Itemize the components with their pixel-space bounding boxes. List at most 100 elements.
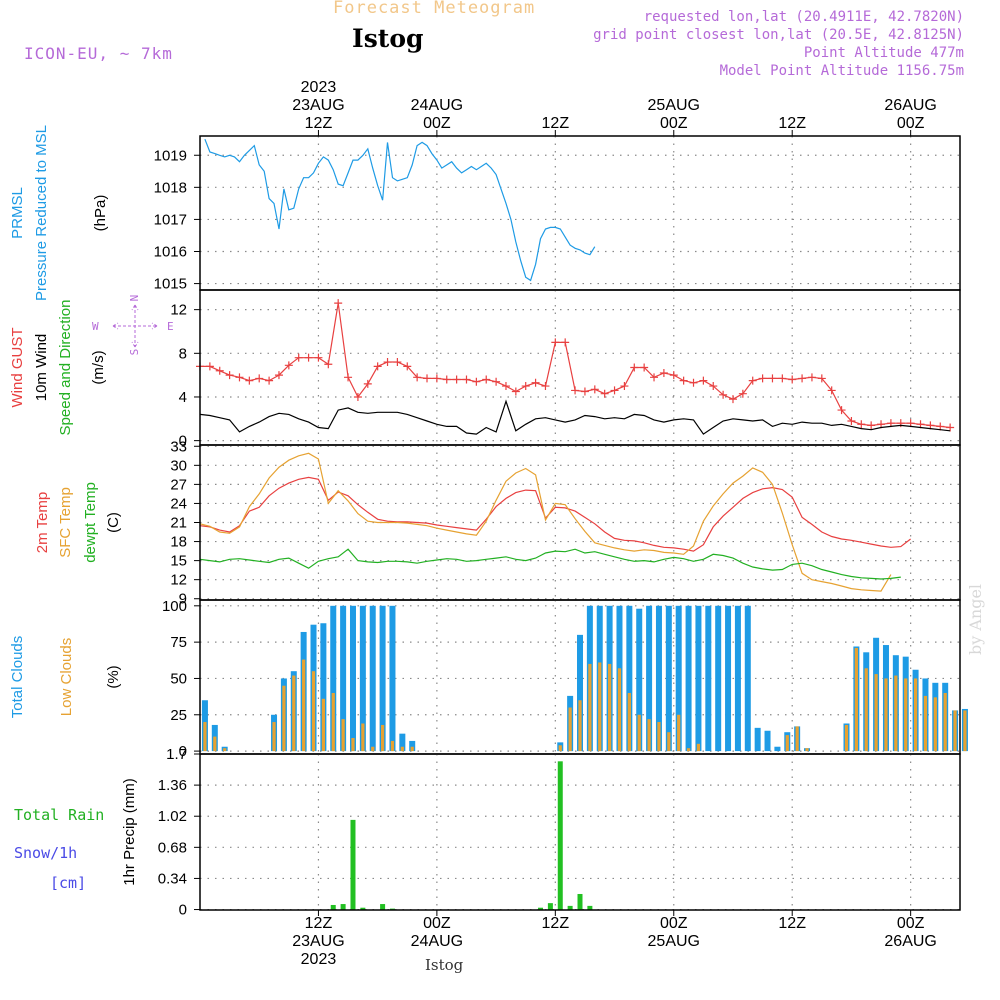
bar-total-clouds — [705, 605, 712, 752]
gust-marker — [413, 373, 422, 382]
y-tick-label: 25 — [170, 707, 187, 724]
bar-total-rain — [360, 907, 366, 910]
axis-title: (hPa) — [92, 195, 109, 232]
series-line — [200, 303, 951, 429]
gust-marker — [363, 379, 372, 388]
panel-frame — [199, 135, 961, 291]
gust-marker — [847, 416, 856, 425]
time-label-bottom: 12Z — [542, 915, 570, 932]
bar-total-rain — [389, 908, 395, 910]
gust-marker — [265, 376, 274, 385]
gust-marker — [314, 353, 323, 362]
gust-marker — [669, 371, 678, 380]
series-line — [204, 138, 596, 282]
time-label-bottom: 26AUG — [884, 933, 936, 950]
gust-marker — [452, 375, 461, 384]
time-label-top: 24AUG — [411, 97, 463, 114]
precip-legend-label: Total Rain — [14, 806, 104, 824]
bottom-station-label: Istog — [425, 956, 464, 974]
y-tick-label: 1.7 — [166, 746, 187, 763]
bar-low-clouds — [371, 746, 375, 752]
y-tick-label: 8 — [179, 345, 187, 362]
gust-marker — [541, 382, 550, 391]
y-tick-label: 1019 — [154, 147, 187, 164]
bar-total-clouds — [685, 605, 692, 752]
gridpoint-coordinates: grid point closest lon,lat (20.5E, 42.81… — [593, 27, 964, 43]
precip-legend-label: [cm] — [50, 874, 86, 892]
gust-marker — [432, 374, 441, 383]
gust-marker — [600, 389, 609, 398]
time-label-top: 12Z — [305, 115, 333, 132]
gust-marker — [274, 371, 283, 380]
time-label-bottom: 23AUG — [292, 933, 344, 950]
bar-low-clouds — [400, 746, 404, 752]
axis-title: 10m Wind — [33, 334, 50, 402]
gust-marker — [758, 374, 767, 383]
bar-low-clouds — [331, 692, 335, 752]
gust-marker — [462, 375, 471, 384]
gust-marker — [472, 377, 481, 386]
y-tick-label: 1015 — [154, 276, 187, 293]
bar-low-clouds — [874, 674, 878, 752]
axis-title: (m/s) — [90, 350, 107, 384]
gust-marker — [630, 363, 639, 372]
time-label-top: 2023 — [301, 79, 337, 96]
time-label-top: 00Z — [660, 115, 688, 132]
gust-marker — [334, 299, 343, 308]
gust-marker — [807, 373, 816, 382]
model-altitude: Model Point Altitude 1156.75m — [719, 63, 964, 79]
gust-marker — [235, 373, 244, 382]
y-tick-label: 0 — [179, 902, 187, 919]
y-tick-label: 75 — [170, 634, 187, 651]
bar-low-clouds — [272, 722, 276, 752]
y-tick-label: 1017 — [154, 211, 187, 228]
bar-low-clouds — [203, 722, 207, 752]
time-label-bottom: 12Z — [778, 915, 806, 932]
bar-low-clouds — [805, 748, 809, 752]
bar-low-clouds — [341, 719, 345, 752]
gust-marker — [403, 362, 412, 371]
bar-total-clouds — [320, 623, 327, 752]
y-tick-label: 100 — [162, 598, 187, 615]
bar-total-rain — [340, 904, 346, 910]
time-label-top: 26AUG — [884, 97, 936, 114]
bar-low-clouds — [785, 735, 789, 752]
gust-marker — [551, 338, 560, 347]
axis-title: Total Clouds — [9, 636, 26, 719]
bar-low-clouds — [380, 724, 385, 752]
bar-total-clouds — [379, 605, 386, 752]
series-line — [199, 399, 951, 435]
bar-low-clouds — [321, 698, 325, 752]
y-tick-label: 15 — [170, 553, 187, 570]
gust-marker — [215, 366, 224, 375]
bar-total-rain — [547, 903, 553, 910]
gust-marker — [245, 376, 254, 385]
station-title: Istog — [352, 24, 424, 53]
axis-title: PRMSL — [9, 187, 26, 239]
y-tick-label: 1018 — [154, 179, 187, 196]
bar-total-clouds — [695, 605, 702, 752]
bar-total-clouds — [764, 730, 771, 752]
gust-marker — [304, 353, 313, 362]
gust-marker — [353, 392, 362, 401]
bar-low-clouds — [568, 707, 572, 752]
time-label-top: 12Z — [778, 115, 806, 132]
gust-marker — [659, 368, 668, 377]
bar-low-clouds — [884, 678, 888, 752]
y-tick-label: 12 — [170, 572, 187, 589]
time-label-bottom: 00Z — [660, 915, 688, 932]
y-tick-label: 0.34 — [158, 870, 187, 887]
bar-low-clouds — [302, 659, 306, 752]
gust-marker — [482, 375, 491, 384]
gust-marker — [255, 374, 264, 383]
panel-clouds: 0 25 50 75 100 Total Clouds Low Clouds (%) — [9, 598, 968, 760]
compass-e: E — [167, 320, 174, 333]
bar-total-clouds — [665, 605, 672, 752]
gust-marker — [709, 382, 718, 391]
bar-total-clouds — [646, 605, 653, 752]
bar-low-clouds — [410, 746, 414, 752]
bar-low-clouds — [282, 685, 286, 752]
bar-low-clouds — [844, 724, 849, 752]
bar-low-clouds — [223, 748, 227, 752]
time-label-top: 00Z — [897, 115, 925, 132]
